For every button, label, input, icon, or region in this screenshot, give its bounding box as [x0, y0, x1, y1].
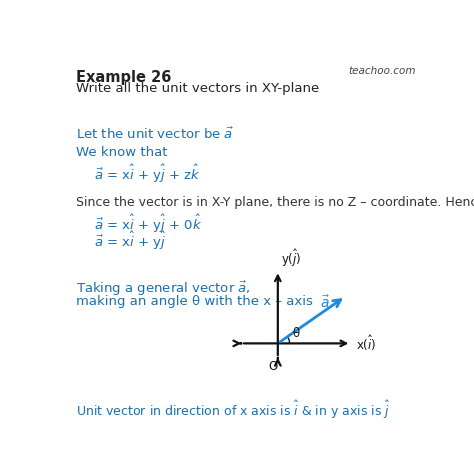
Text: teachoo.com: teachoo.com: [348, 66, 416, 76]
Text: Write all the unit vectors in XY-plane: Write all the unit vectors in XY-plane: [76, 82, 319, 95]
Text: Taking a general vector $\vec{a}$,: Taking a general vector $\vec{a}$,: [76, 280, 250, 298]
Text: O: O: [269, 360, 278, 373]
Text: θ: θ: [292, 327, 300, 340]
Text: Unit vector in direction of x axis is $\hat{i}$ & in y axis is $\hat{j}$: Unit vector in direction of x axis is $\…: [76, 399, 390, 421]
Text: Let the unit vector be $\vec{a}$: Let the unit vector be $\vec{a}$: [76, 126, 234, 142]
Text: Since the vector is in X-Y plane, there is no Z – coordinate. Hence,: Since the vector is in X-Y plane, there …: [76, 196, 474, 209]
Text: x($\hat{i}$): x($\hat{i}$): [356, 333, 376, 354]
Text: $\vec{a}$: $\vec{a}$: [320, 294, 330, 311]
Text: $\vec{a}$ = x$\hat{i}$ + y$\hat{j}$ + z$\hat{k}$: $\vec{a}$ = x$\hat{i}$ + y$\hat{j}$ + z$…: [94, 163, 201, 185]
Text: We know that: We know that: [76, 146, 167, 159]
Text: y($\hat{j}$): y($\hat{j}$): [281, 246, 301, 269]
Text: Example 26: Example 26: [76, 70, 171, 85]
Text: $\vec{a}$ = x$\hat{i}$ + y$\hat{j}$ + 0$\hat{k}$: $\vec{a}$ = x$\hat{i}$ + y$\hat{j}$ + 0$…: [94, 213, 202, 235]
Text: making an angle θ with the x – axis: making an angle θ with the x – axis: [76, 295, 313, 308]
Text: $\vec{a}$ = x$\hat{i}$ + y$\hat{j}$: $\vec{a}$ = x$\hat{i}$ + y$\hat{j}$: [94, 229, 167, 252]
